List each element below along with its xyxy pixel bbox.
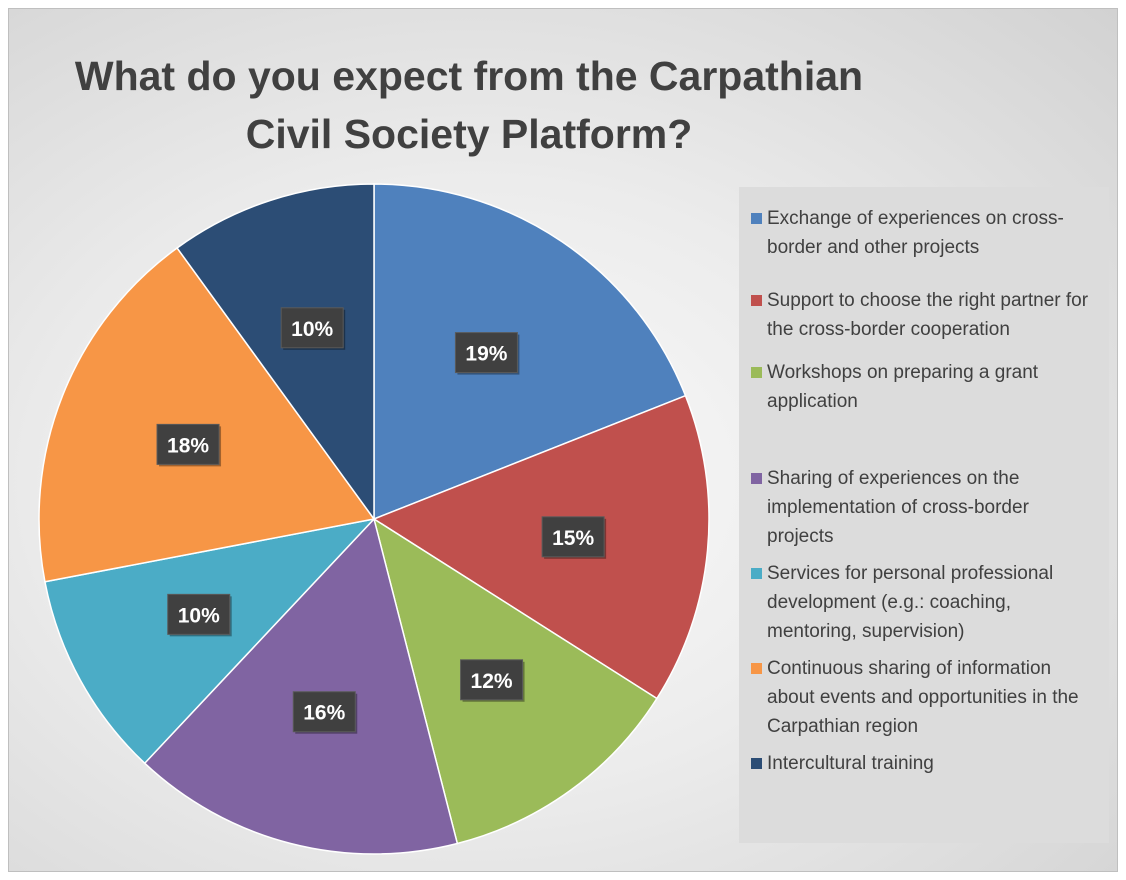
data-label: 16% [292, 691, 358, 734]
legend-item: Support to choose the right partner for … [751, 286, 1099, 344]
legend-label: Continuous sharing of information about … [767, 658, 1079, 737]
data-label: 19% [454, 332, 520, 375]
svg-text:18%: 18% [167, 434, 209, 457]
data-label: 15% [541, 516, 607, 559]
legend-item: Intercultural training [751, 749, 1099, 778]
legend: Exchange of experiences on cross-border … [739, 187, 1109, 843]
chart-area: What do you expect from the Carpathian C… [8, 8, 1118, 872]
legend-item: Sharing of experiences on the implementa… [751, 464, 1099, 551]
legend-swatch [751, 663, 762, 674]
legend-label: Services for personal professional devel… [767, 563, 1054, 642]
legend-swatch [751, 473, 762, 484]
pie-slice [372, 394, 710, 700]
chart-title: What do you expect from the Carpathian C… [74, 53, 864, 157]
legend-item: Services for personal professional devel… [751, 559, 1099, 646]
legend-swatch [751, 758, 762, 769]
legend-item: Continuous sharing of information about … [751, 654, 1099, 741]
svg-text:10%: 10% [291, 318, 333, 341]
legend-swatch [751, 367, 762, 378]
legend-item: Workshops on preparing a grant applicati… [751, 358, 1099, 416]
pie-slice [44, 517, 377, 765]
svg-text:19%: 19% [465, 343, 507, 366]
svg-text:12%: 12% [471, 670, 513, 693]
data-label: 18% [156, 423, 222, 467]
legend-label: Workshops on preparing a grant applicati… [767, 362, 1039, 412]
legend-label: Sharing of experiences on the implementa… [767, 468, 1029, 547]
data-label: 10% [167, 593, 232, 637]
svg-text:15%: 15% [552, 527, 594, 550]
data-label: 10% [280, 307, 346, 350]
pie-slice [38, 246, 376, 583]
svg-text:16%: 16% [303, 702, 345, 725]
legend-swatch [751, 295, 762, 306]
legend-swatch [751, 213, 762, 224]
legend-label: Support to choose the right partner for … [767, 290, 1089, 340]
legend-swatch [751, 568, 762, 579]
pie-slice [176, 183, 375, 522]
pie-chart: 19% 15% 12% 16% 10% 18% 10% [38, 183, 710, 855]
pie-slice [143, 517, 459, 855]
pie-slice [373, 183, 687, 521]
legend-label: Exchange of experiences on cross-border … [767, 208, 1064, 258]
legend-label: Intercultural training [767, 753, 934, 774]
svg-text:10%: 10% [178, 604, 220, 627]
data-label: 12% [460, 659, 525, 702]
legend-item: Exchange of experiences on cross-border … [751, 204, 1099, 262]
